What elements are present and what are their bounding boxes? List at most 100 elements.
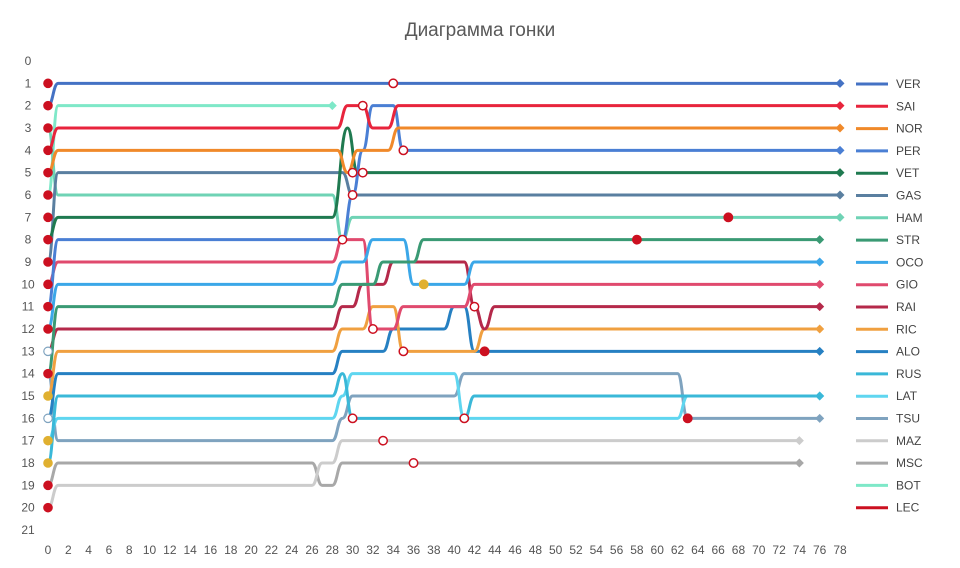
legend-label-gas: GAS xyxy=(896,189,921,203)
start-marker xyxy=(43,167,53,178)
series-end-marker-per xyxy=(835,145,845,155)
legend-label-sai: SAI xyxy=(896,99,915,113)
start-marker xyxy=(43,458,53,468)
y-tick-label: 21 xyxy=(21,523,35,537)
y-tick-label: 9 xyxy=(25,255,32,269)
pitstop-marker-ric xyxy=(398,346,409,357)
y-tick-label: 7 xyxy=(25,210,32,224)
x-tick-label: 4 xyxy=(85,543,92,557)
y-tick-label: 5 xyxy=(25,166,32,180)
series-line-maz xyxy=(47,439,800,510)
x-tick-label: 72 xyxy=(772,543,786,557)
start-marker xyxy=(43,190,53,200)
y-tick-label: 16 xyxy=(21,411,35,425)
legend-label-tsu: TSU xyxy=(896,412,920,426)
x-axis-ticks: 0 2 4 6 8 10 12 14 16 18 20 22 24 26 28 30 32 34 36 38 40 42 4… xyxy=(45,543,847,557)
pitstop-marker-ham xyxy=(723,212,734,223)
start-marker xyxy=(43,279,53,290)
legend-label-bot: BOT xyxy=(896,478,921,492)
x-tick-label: 20 xyxy=(244,543,258,557)
series-end-marker-str xyxy=(815,235,825,245)
legend-label-ham: HAM xyxy=(896,211,923,225)
y-tick-label: 1 xyxy=(25,76,32,90)
x-tick-label: 28 xyxy=(326,543,340,557)
x-tick-label: 42 xyxy=(468,543,482,557)
legend-label-str: STR xyxy=(896,233,920,247)
series-markers xyxy=(43,78,845,513)
series-line-str xyxy=(46,238,820,376)
x-tick-label: 70 xyxy=(752,543,766,557)
x-tick-label: 48 xyxy=(529,543,543,557)
pitstop-marker-str xyxy=(631,234,642,245)
start-marker xyxy=(43,480,53,491)
series-end-marker-sai xyxy=(835,101,845,111)
x-tick-label: 40 xyxy=(447,543,461,557)
y-tick-label: 20 xyxy=(21,501,35,515)
start-marker xyxy=(43,123,53,133)
series-line-per xyxy=(46,104,840,309)
pitstop-marker-nor xyxy=(347,167,358,178)
y-tick-label: 18 xyxy=(21,456,35,470)
pitstop-marker-rus xyxy=(347,413,358,424)
start-marker xyxy=(43,368,53,379)
y-tick-label: 8 xyxy=(25,233,32,247)
series-end-marker-nor xyxy=(835,123,845,133)
legend-label-lec: LEC xyxy=(896,501,920,515)
x-tick-label: 2 xyxy=(65,543,72,557)
pitstop-marker-gio xyxy=(367,324,378,334)
series-end-marker-ver xyxy=(835,78,845,88)
y-tick-label: 13 xyxy=(21,344,35,358)
x-tick-label: 34 xyxy=(387,543,401,557)
series-end-marker-rai xyxy=(815,302,825,312)
legend-label-rus: RUS xyxy=(896,367,921,381)
x-tick-label: 38 xyxy=(427,543,441,557)
start-marker xyxy=(43,100,53,111)
legend-label-alo: ALO xyxy=(896,345,920,359)
pitstop-marker-alo xyxy=(479,346,490,357)
x-tick-label: 74 xyxy=(793,543,807,557)
series-line-ver xyxy=(47,81,840,108)
y-tick-label: 2 xyxy=(25,99,32,113)
legend: VER SAI NOR PER VET GAS HAM STR OCO GIO RAI RIC ALO R… xyxy=(856,77,923,515)
series-end-marker-ham xyxy=(835,212,845,222)
pitstop-marker-lat xyxy=(459,413,470,424)
pitstop-marker-oco xyxy=(418,279,429,290)
pitstop-marker-sai xyxy=(357,100,368,111)
x-tick-label: 68 xyxy=(732,543,746,557)
x-tick-label: 64 xyxy=(691,543,705,557)
series-end-marker-rus xyxy=(815,391,825,401)
series-line-nor xyxy=(47,126,840,175)
legend-label-vet: VET xyxy=(896,166,920,180)
start-marker xyxy=(43,324,53,334)
legend-label-maz: MAZ xyxy=(896,434,921,448)
y-tick-label: 4 xyxy=(25,143,32,157)
legend-label-ric: RIC xyxy=(896,322,917,336)
start-marker xyxy=(43,78,53,89)
series-end-marker-bot xyxy=(327,101,337,111)
y-tick-label: 12 xyxy=(21,322,35,336)
start-marker xyxy=(43,435,53,446)
series-end-marker-tsu xyxy=(815,413,825,423)
x-tick-label: 18 xyxy=(224,543,238,557)
series-end-marker-alo xyxy=(815,346,825,356)
start-marker xyxy=(43,301,53,312)
x-tick-label: 66 xyxy=(711,543,725,557)
start-marker xyxy=(43,145,53,156)
y-tick-label: 11 xyxy=(22,300,35,314)
start-marker xyxy=(43,257,53,267)
x-tick-label: 26 xyxy=(305,543,319,557)
legend-label-oco: OCO xyxy=(896,255,923,269)
y-tick-label: 17 xyxy=(21,434,35,448)
y-tick-label: 3 xyxy=(25,121,32,135)
series-lines xyxy=(46,81,840,510)
x-tick-label: 54 xyxy=(590,543,604,557)
y-tick-label: 0 xyxy=(25,54,32,68)
x-tick-label: 32 xyxy=(366,543,380,557)
start-marker xyxy=(43,346,53,357)
legend-label-rai: RAI xyxy=(896,300,916,314)
x-tick-label: 8 xyxy=(126,543,133,557)
x-tick-label: 58 xyxy=(630,543,644,557)
series-line-msc xyxy=(47,461,800,487)
